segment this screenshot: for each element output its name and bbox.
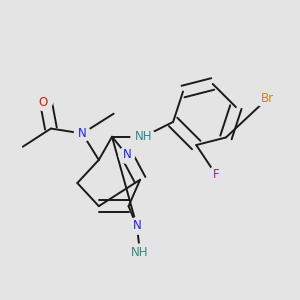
Ellipse shape [74, 125, 90, 142]
Ellipse shape [128, 244, 152, 261]
Text: N: N [78, 127, 87, 140]
Text: O: O [39, 96, 48, 109]
Text: N: N [122, 148, 131, 161]
Text: F: F [213, 168, 219, 181]
Ellipse shape [255, 91, 280, 107]
Text: Br: Br [261, 92, 274, 105]
Ellipse shape [119, 147, 135, 163]
Ellipse shape [34, 94, 52, 110]
Text: N: N [132, 220, 141, 232]
Text: NH: NH [131, 246, 149, 259]
Ellipse shape [129, 218, 145, 234]
Text: NH: NH [135, 130, 152, 143]
Ellipse shape [131, 128, 156, 145]
Ellipse shape [208, 167, 224, 183]
